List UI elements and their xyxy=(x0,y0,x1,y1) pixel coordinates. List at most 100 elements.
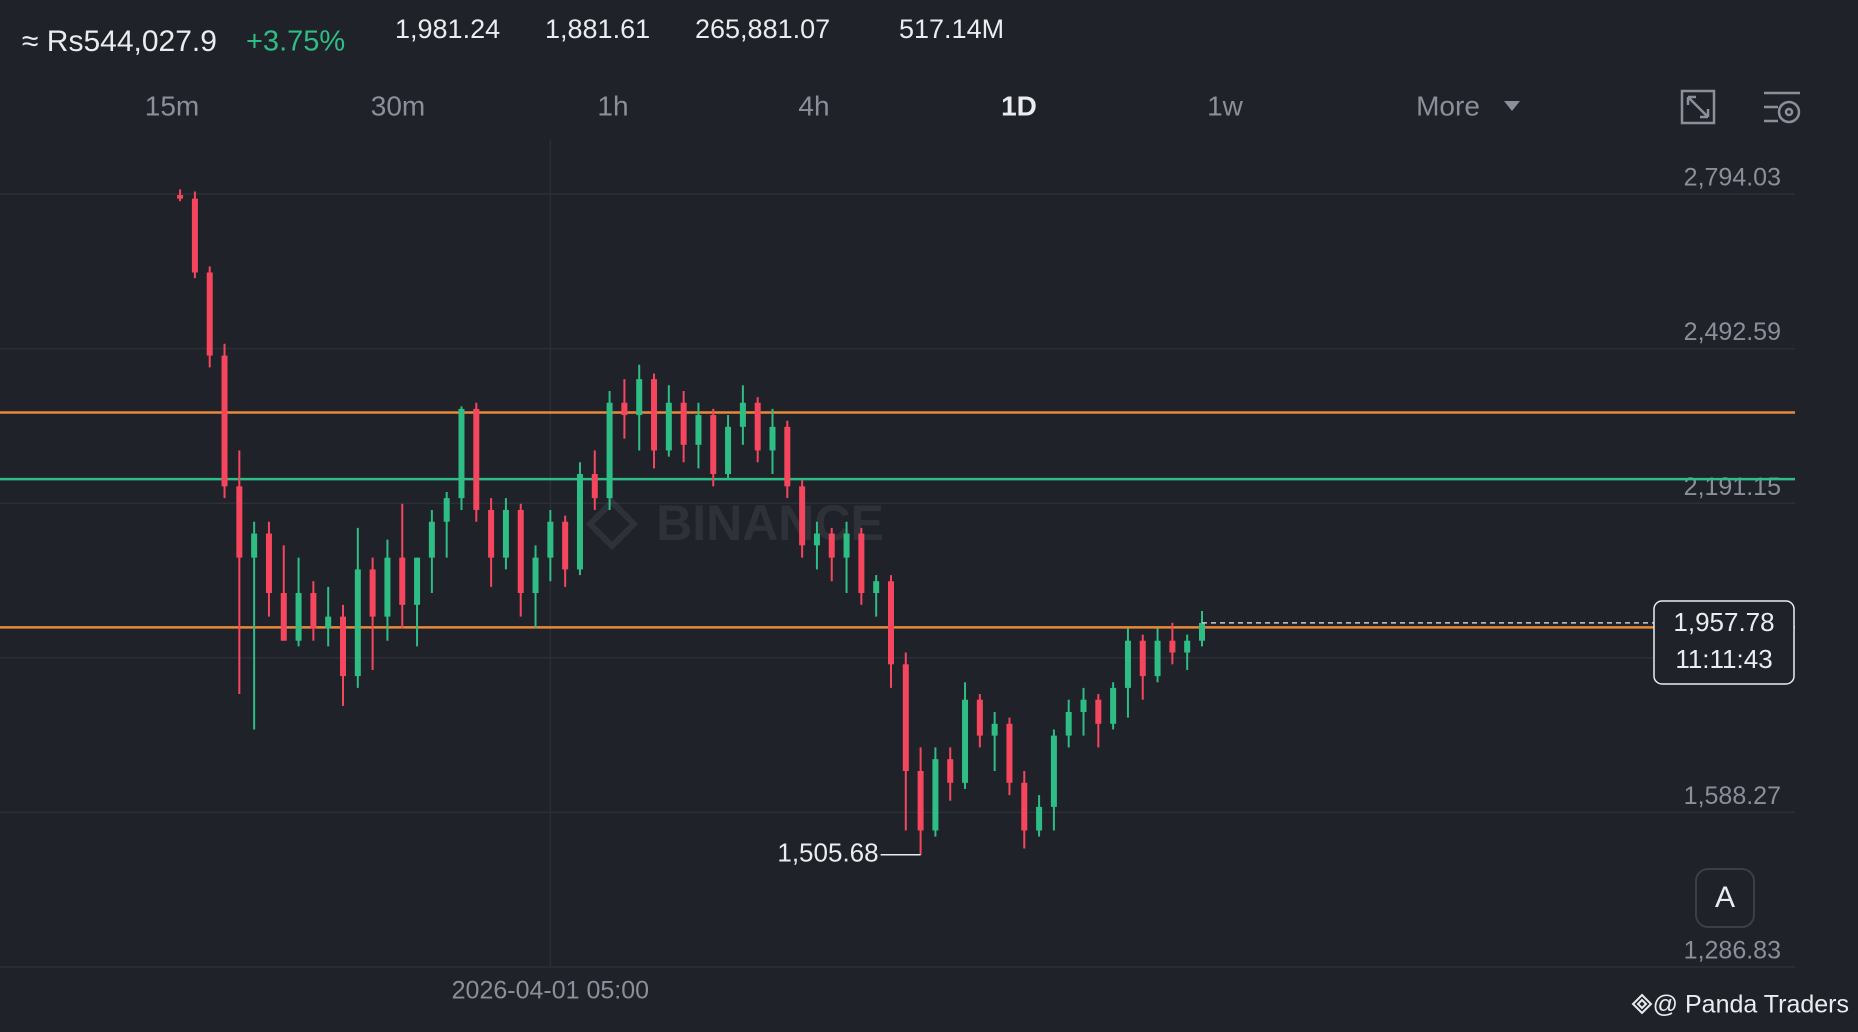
timeframe-tab[interactable]: 1D xyxy=(1001,90,1037,121)
timeframe-tab[interactable]: 30m xyxy=(371,90,425,121)
candle-body xyxy=(1154,640,1161,677)
candle-body xyxy=(828,533,835,558)
candle-body xyxy=(576,474,583,570)
timeframe-tab[interactable]: 4h xyxy=(798,90,829,121)
timeframe-tab[interactable]: 1h xyxy=(597,90,628,121)
settings-icon[interactable] xyxy=(1764,91,1801,124)
candle-body xyxy=(340,616,347,677)
watermark-logo xyxy=(585,497,639,551)
candle-body xyxy=(177,195,184,199)
candle-body xyxy=(813,533,820,546)
candle-body xyxy=(369,569,376,617)
candle-body xyxy=(962,699,969,783)
candle-body xyxy=(310,593,317,629)
candle-body xyxy=(473,408,480,510)
candle-body xyxy=(710,415,717,475)
candle-body xyxy=(887,581,894,665)
footer-text: @ Panda Traders xyxy=(1653,991,1849,1019)
candle-body xyxy=(1139,640,1146,677)
candle-body xyxy=(665,402,672,451)
y-tick-label: 1,588.27 xyxy=(1684,782,1781,810)
candle-body xyxy=(725,426,732,475)
candle-body xyxy=(621,402,628,416)
candle-body xyxy=(932,759,939,831)
timeframe-tab[interactable]: 1w xyxy=(1207,90,1244,121)
candle-body xyxy=(1021,782,1028,831)
change: +3.75% xyxy=(246,26,345,58)
candle-body xyxy=(1184,640,1191,653)
y-tick-label: 2,492.59 xyxy=(1684,318,1781,346)
watermark: BINANCE xyxy=(656,495,884,551)
candle-body xyxy=(754,402,761,451)
candle-body xyxy=(1095,699,1102,724)
candle-body xyxy=(991,723,998,736)
candle-body xyxy=(769,426,776,451)
candle-body xyxy=(458,408,465,499)
y-tick-label: 2,794.03 xyxy=(1684,164,1781,192)
candle-body xyxy=(354,569,361,677)
candle-body xyxy=(651,379,658,451)
candle-body xyxy=(976,699,983,736)
countdown: 11:11:43 xyxy=(1675,644,1772,674)
candle-body xyxy=(280,593,287,641)
candle-body xyxy=(591,474,598,499)
stat: 1,881.61 xyxy=(545,14,650,44)
candle-body xyxy=(739,402,746,427)
candle-body xyxy=(517,509,524,594)
fiat-price: ≈ Rs544,027.9 xyxy=(22,25,217,58)
candle-body xyxy=(606,402,613,499)
candle-body xyxy=(325,616,332,629)
candle-body xyxy=(236,486,243,558)
candle-body xyxy=(1036,806,1043,831)
candle-body xyxy=(1080,699,1087,713)
candle-body xyxy=(1065,712,1072,736)
candle-body xyxy=(443,498,450,522)
candle-body xyxy=(636,379,643,416)
candle-body xyxy=(532,557,539,594)
candle-body xyxy=(221,355,228,487)
candle-body xyxy=(191,198,198,273)
candle-body xyxy=(784,426,791,487)
last-price-label: 1,957.78 xyxy=(1673,607,1774,637)
candle-body xyxy=(562,521,569,570)
footer: @ Panda Traders xyxy=(1631,991,1849,1019)
x-tick-label: 2026-04-01 05:00 xyxy=(452,977,649,1005)
candle-body xyxy=(502,509,509,558)
candle-body xyxy=(1110,687,1117,724)
timeframe-tab[interactable]: 15m xyxy=(145,90,199,121)
stat: 1,981.24 xyxy=(395,14,500,44)
stat: 517.14M xyxy=(899,14,1004,44)
candle-body xyxy=(399,557,406,605)
candle-body xyxy=(251,533,258,558)
candle-body xyxy=(695,415,702,445)
dropdown-arrow xyxy=(1504,101,1520,111)
annotation-label: 1,505.68 xyxy=(777,838,878,868)
candle-body xyxy=(295,593,302,641)
y-tick-label: 2,191.15 xyxy=(1684,473,1781,501)
candle-body xyxy=(414,557,421,605)
timeframe-tab[interactable]: More xyxy=(1416,90,1480,121)
candle-body xyxy=(547,521,554,558)
candle-body xyxy=(843,533,850,558)
candle-body xyxy=(265,533,272,594)
candle-body xyxy=(917,770,924,831)
candle-body xyxy=(858,533,865,594)
candle-body xyxy=(680,402,687,445)
last-price-box xyxy=(1653,600,1795,685)
candle-body xyxy=(384,557,391,617)
candle-body xyxy=(799,486,806,546)
candle-body xyxy=(1050,735,1057,807)
candle-body xyxy=(873,581,880,594)
candle-body xyxy=(1124,640,1131,688)
y-tick-label: 1,286.83 xyxy=(1684,937,1781,965)
candle-body xyxy=(902,664,909,771)
auto-button[interactable]: A xyxy=(1695,868,1755,928)
candle-body xyxy=(1198,622,1205,641)
auto-label: A xyxy=(1715,881,1735,914)
fullscreen-icon[interactable] xyxy=(1680,89,1716,125)
candle-body xyxy=(488,509,495,558)
candle-body xyxy=(1169,640,1176,653)
